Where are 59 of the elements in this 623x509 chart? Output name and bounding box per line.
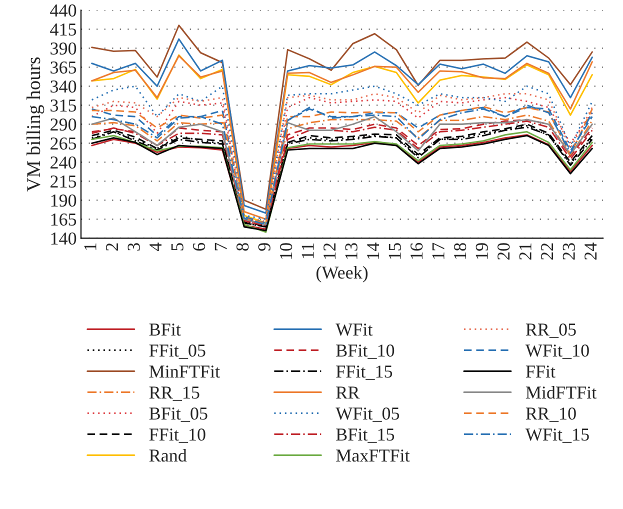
legend-label: RR — [336, 386, 360, 399]
legend-label: WFit_05 — [336, 407, 400, 422]
legend-label: WFit — [336, 324, 373, 336]
x-axis-title: (Week) — [316, 266, 368, 282]
x-tick-label: 12 — [324, 243, 336, 259]
x-tick-label: 16 — [410, 242, 423, 259]
x-tick-label: 8 — [236, 243, 249, 251]
x-tick-label: 13 — [345, 243, 358, 259]
x-tick-label: 3 — [128, 243, 140, 251]
legend-label: BFit_10 — [336, 344, 394, 359]
x-tick-label: 21 — [519, 243, 532, 260]
x-tick-label: 18 — [454, 243, 466, 259]
legend-label: WFit_15 — [525, 428, 589, 443]
x-tick-label: 6 — [193, 242, 206, 251]
x-tick-label: 7 — [214, 242, 227, 250]
x-tick-label: 11 — [302, 243, 314, 258]
x-tick-label: 15 — [388, 243, 401, 259]
x-tick-label: 4 — [150, 242, 162, 252]
legend-label: BFit — [149, 324, 181, 336]
legend-label: WFit_10 — [525, 344, 589, 359]
x-tick-label: 22 — [541, 243, 554, 260]
y-tick-label: 215 — [50, 176, 76, 188]
x-tick-label: 2 — [106, 243, 118, 251]
legend-label: FFit_10 — [149, 428, 206, 443]
y-tick-label: 140 — [51, 232, 76, 245]
legend-label: RR_05 — [526, 324, 576, 338]
x-tick-label: 20 — [498, 243, 510, 260]
x-tick-label: 14 — [367, 242, 379, 259]
y-tick-label: 165 — [51, 214, 76, 226]
legend-label: BFit_05 — [149, 407, 208, 422]
legend-label: MaxFTFit — [336, 450, 410, 462]
y-tick-label: 190 — [51, 194, 76, 207]
y-axis-title: VM billing hours — [26, 57, 44, 192]
legend-label: FFit — [526, 366, 556, 378]
x-tick-label: 24 — [584, 242, 597, 260]
x-tick-label: 9 — [258, 243, 270, 251]
x-tick-label: 5 — [171, 243, 184, 250]
legend-label: FFit_15 — [336, 366, 392, 380]
y-tick-label: 340 — [50, 80, 76, 93]
legend-label: FFit_05 — [149, 344, 206, 359]
legend-label: BFit_15 — [336, 428, 394, 443]
y-tick-label: 415 — [50, 24, 76, 36]
x-tick-label: 10 — [280, 243, 292, 259]
x-tick-label: 19 — [476, 243, 488, 259]
y-tick-label: 315 — [50, 100, 76, 112]
x-tick-label: 17 — [432, 242, 444, 259]
legend-label: RR_15 — [149, 386, 200, 401]
legend-label: MinFTFit — [149, 366, 220, 378]
legend-label: MidFTFit — [526, 386, 597, 399]
x-tick-label: 1 — [84, 243, 96, 250]
y-tick-label: 290 — [50, 118, 76, 131]
y-tick-label: 365 — [50, 61, 76, 74]
y-tick-label: 265 — [50, 138, 76, 150]
y-tick-label: 240 — [50, 156, 76, 169]
legend-label: Rand — [149, 448, 187, 462]
y-tick-label: 390 — [50, 42, 76, 55]
legend-label: RR_10 — [526, 407, 576, 422]
x-tick-label: 23 — [562, 243, 575, 260]
y-tick-label: 440 — [50, 4, 76, 17]
